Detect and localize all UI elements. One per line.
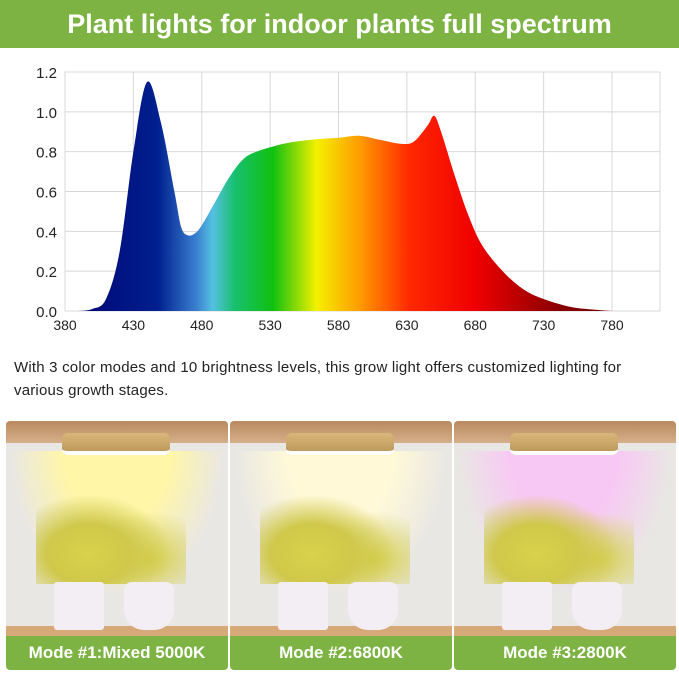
x-tick-label: 780 [600, 317, 624, 333]
shelf [454, 421, 676, 443]
grow-lamp [62, 433, 170, 455]
square-pot [278, 582, 328, 630]
y-tick-label: 1.0 [36, 105, 57, 122]
y-tick-label: 0.8 [36, 145, 57, 162]
title-banner: Plant lights for indoor plants full spec… [0, 0, 679, 48]
x-tick-label: 530 [258, 317, 282, 333]
shelf [6, 421, 228, 443]
table-surface [454, 626, 676, 636]
plant-leaves [36, 484, 186, 584]
y-tick-label: 0.0 [36, 304, 57, 321]
plant-leaves [484, 484, 634, 584]
y-tick-label: 1.2 [36, 65, 57, 82]
x-tick-label: 630 [395, 317, 419, 333]
mode-label: Mode #3:2800K [454, 636, 676, 670]
spectrum-area [78, 81, 613, 311]
plant-leaves [260, 484, 410, 584]
y-tick-label: 0.4 [36, 224, 57, 241]
mode-photo-3: Mode #3:2800K [454, 421, 676, 670]
square-pot [502, 582, 552, 630]
x-tick-label: 380 [53, 317, 77, 333]
y-tick-label: 0.6 [36, 185, 57, 202]
mode-photo-2: Mode #2:6800K [230, 421, 452, 670]
x-tick-label: 680 [464, 317, 488, 333]
grow-lamp [286, 433, 394, 455]
x-tick-label: 580 [327, 317, 351, 333]
spectrum-chart: 0.0 0.2 0.4 0.6 0.8 1.0 1.2 380 430 480 530 580 630 6… [36, 65, 661, 333]
y-tick-label: 0.2 [36, 264, 57, 281]
round-pot [348, 582, 398, 630]
table-surface [6, 626, 228, 636]
mode-label: Mode #1:Mixed 5000K [6, 636, 228, 670]
mode-photo-1: Mode #1:Mixed 5000K [6, 421, 228, 670]
description-text: With 3 color modes and 10 brightness lev… [14, 359, 622, 399]
round-pot [572, 582, 622, 630]
mode-label: Mode #2:6800K [230, 636, 452, 670]
grow-lamp [510, 433, 618, 455]
square-pot [54, 582, 104, 630]
round-pot [124, 582, 174, 630]
table-surface [230, 626, 452, 636]
x-tick-label: 480 [190, 317, 214, 333]
shelf [230, 421, 452, 443]
x-tick-label: 430 [122, 317, 146, 333]
x-tick-label: 730 [532, 317, 556, 333]
